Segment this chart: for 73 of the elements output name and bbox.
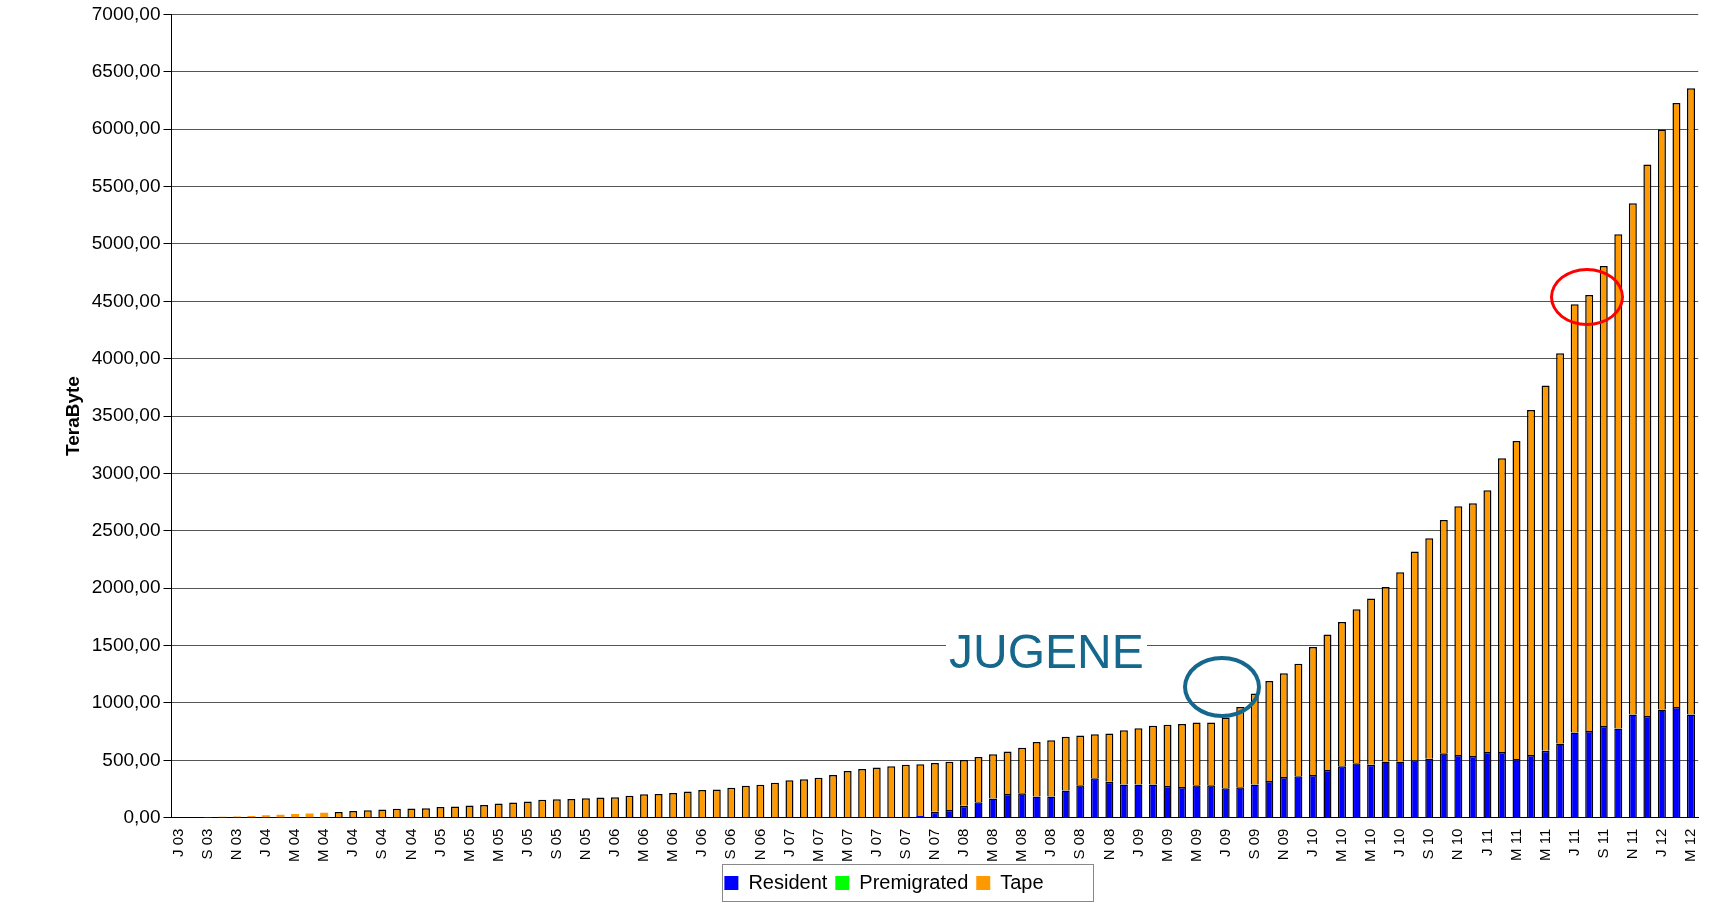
- x-tick-label: M 08: [1012, 828, 1030, 863]
- x-tick-label: N 08: [1099, 828, 1117, 861]
- x-tick-label: S 11: [1593, 828, 1611, 859]
- y-tick-label: 2000,00: [91, 576, 161, 598]
- x-tick-label: M 04: [285, 828, 303, 863]
- x-tick-label: N 11: [1622, 828, 1640, 860]
- x-tick-label: J 11: [1564, 828, 1582, 856]
- x-tick-label: J 06: [692, 828, 710, 858]
- y-tick-label: 2500,00: [91, 519, 161, 541]
- x-tick-label: M 06: [663, 828, 681, 863]
- y-tick-label: 5500,00: [91, 174, 161, 196]
- x-tick-label: S 08: [1070, 828, 1088, 860]
- y-tick-label: 5000,00: [91, 232, 161, 254]
- x-tick-label: M 12: [1681, 828, 1699, 863]
- y-tick-label: 6000,00: [91, 117, 161, 139]
- x-tick-label: J 09: [1215, 828, 1233, 858]
- x-tick-label: S 04: [372, 828, 390, 860]
- y-tick-label: 500,00: [102, 748, 161, 770]
- x-tick-label: J 03: [168, 828, 186, 858]
- x-tick-label: N 06: [750, 828, 768, 861]
- y-tick-label: 3500,00: [91, 404, 161, 426]
- x-tick-label: S 09: [1244, 828, 1262, 860]
- x-tick-label: M 10: [1361, 828, 1379, 863]
- x-tick-label: M 09: [1157, 828, 1175, 863]
- y-axis-title: TeraByte: [61, 376, 83, 456]
- x-tick-label: J 09: [1128, 828, 1146, 858]
- x-tick-label: N 03: [227, 828, 245, 861]
- x-tick-label: S 10: [1419, 828, 1437, 860]
- x-tick-label: M 05: [488, 828, 506, 863]
- x-tick-label: M 04: [314, 828, 332, 863]
- x-tick-label: M 06: [634, 828, 652, 863]
- x-tick-label: N 10: [1448, 828, 1466, 861]
- x-tick-label: M 09: [1186, 828, 1204, 863]
- y-tick-label: 7000,00: [91, 2, 161, 24]
- x-tick-label: J 12: [1652, 828, 1670, 858]
- y-tick-label: 6500,00: [91, 60, 161, 82]
- x-tick-label: J 11: [1477, 828, 1495, 856]
- y-tick-label: 1500,00: [91, 633, 161, 655]
- x-tick-label: M 11: [1506, 828, 1524, 861]
- legend-label: Premigrated: [859, 870, 969, 893]
- y-tick-label: 4000,00: [91, 346, 161, 368]
- x-tick-label: M 07: [837, 828, 855, 863]
- x-tick-label: M 08: [983, 828, 1001, 863]
- x-tick-label: J 08: [954, 828, 972, 858]
- y-tick-label: 0,00: [123, 805, 161, 827]
- legend-label: Tape: [1000, 870, 1044, 893]
- annotation: JUGENE: [946, 625, 1147, 678]
- x-tick-label: J 07: [779, 828, 797, 858]
- x-tick-label: J 08: [1041, 828, 1059, 858]
- x-tick-label: M 10: [1332, 828, 1350, 863]
- y-tick-label: 3000,00: [91, 461, 161, 483]
- x-tick-label: N 07: [925, 828, 943, 861]
- x-tick-label: S 07: [895, 828, 913, 860]
- x-tick-label: N 09: [1273, 828, 1291, 861]
- x-tick-label: J 04: [343, 828, 361, 858]
- x-tick-label: J 04: [256, 828, 274, 858]
- x-tick-label: N 05: [576, 828, 594, 861]
- x-tick-label: J 06: [605, 828, 623, 858]
- legend-label: Resident: [748, 870, 828, 893]
- x-tick-label: S 06: [721, 828, 739, 860]
- x-tick-label: M 11: [1535, 828, 1553, 861]
- y-tick-label: 4500,00: [91, 289, 161, 311]
- x-tick-label: J 07: [866, 828, 884, 858]
- x-tick-label: J 10: [1390, 828, 1408, 858]
- x-tick-label: S 05: [546, 828, 564, 860]
- x-tick-label: J 05: [517, 828, 535, 858]
- x-tick-label: J 10: [1303, 828, 1321, 858]
- x-tick-label: N 04: [401, 828, 419, 861]
- x-tick-label: J 05: [430, 828, 448, 858]
- x-tick-label: S 03: [197, 828, 215, 860]
- x-tick-label: M 07: [808, 828, 826, 863]
- x-tick-label: M 05: [459, 828, 477, 863]
- y-tick-label: 1000,00: [91, 691, 161, 713]
